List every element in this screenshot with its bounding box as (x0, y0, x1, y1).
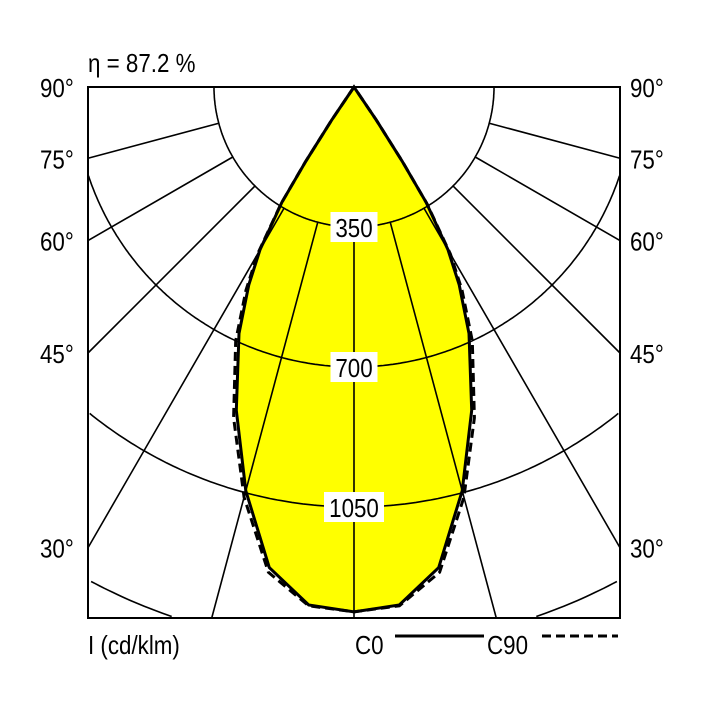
curve-c0 (234, 84, 474, 614)
angle-label-left-45: 45° (40, 340, 74, 369)
legend: C0 C90 (355, 631, 618, 660)
legend-label-c90: C90 (487, 631, 528, 660)
ring-label-700: 700 (335, 354, 372, 383)
angle-labels: 90° 90° 75° 75° 60° 60° 45° 45° 30° 30° (40, 74, 664, 564)
polar-grid (87, 87, 621, 619)
legend-label-c0: C0 (355, 631, 384, 660)
intensity-curves (232, 84, 476, 614)
ring-label-bg (330, 352, 378, 382)
radial-line-30 (87, 207, 285, 549)
angle-label-left-30: 30° (40, 535, 74, 564)
ring-label-bg (330, 212, 378, 242)
angle-label-left-75: 75° (40, 146, 74, 175)
plot-frame (87, 86, 621, 619)
ring-1400 (90, 580, 618, 618)
radial-line-15 (210, 222, 319, 619)
radial-line-45 (87, 185, 256, 354)
angle-label-right-45: 45° (630, 340, 664, 369)
angle-label-right-90: 90° (630, 74, 664, 103)
ring-labels: 350 700 1050 (324, 212, 384, 523)
radial-line-75 (489, 122, 621, 160)
ring-label-350: 350 (335, 214, 372, 243)
angle-label-right-75: 75° (630, 146, 664, 175)
angle-label-left-90: 90° (40, 74, 74, 103)
radial-line-45 (452, 185, 621, 354)
radial-line-60 (87, 156, 234, 242)
radial-line-75 (87, 122, 219, 160)
angle-label-right-30: 30° (630, 535, 664, 564)
radial-line-15 (389, 222, 498, 619)
ring-label-bg (324, 492, 384, 522)
ring-label-1050: 1050 (329, 494, 379, 523)
unit-label: I (cd/klm) (88, 631, 180, 660)
radial-line-30 (423, 207, 621, 549)
radial-line-60 (474, 156, 621, 242)
angle-label-right-60: 60° (630, 228, 664, 257)
angle-label-left-60: 60° (40, 228, 74, 257)
efficiency-title: η = 87.2 % (88, 49, 195, 78)
